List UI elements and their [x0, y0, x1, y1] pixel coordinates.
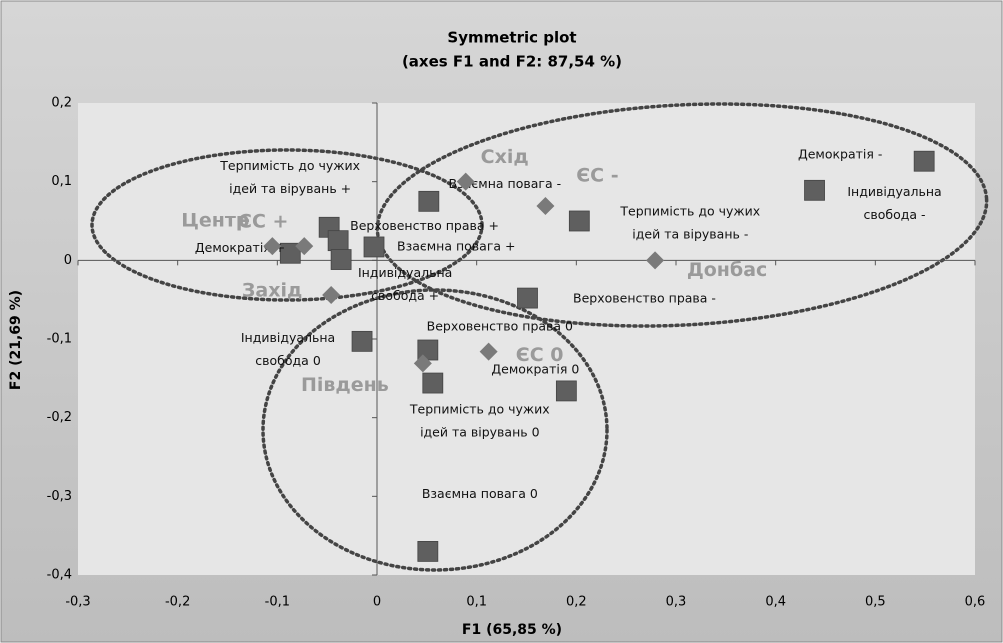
point-label: Індивідуальна [358, 265, 452, 280]
point-label: ЄС 0 [516, 344, 564, 366]
point-label: Терпимість до чужих [219, 158, 360, 173]
point-label: ідей та вірувань - [632, 227, 748, 242]
point-label: свобода - [864, 207, 926, 222]
point-label: Демократія + [195, 240, 285, 255]
point-label: Південь [301, 374, 389, 396]
point [479, 342, 498, 361]
x-tick-label: 0,3 [666, 595, 687, 610]
point-label: ЄС + [238, 211, 288, 233]
y-tick-label: 0 [64, 253, 72, 268]
x-tick-label: -0,1 [265, 595, 290, 610]
ellipse [261, 288, 609, 572]
point-label: Взаємна повага - [449, 176, 562, 191]
ellipse [375, 102, 989, 328]
point-label: Верховенство права - [573, 291, 716, 306]
x-tick-label: -0,3 [65, 595, 90, 610]
y-tick-label: -0,1 [47, 332, 72, 347]
point [330, 249, 352, 270]
point-label: Центр [181, 210, 249, 232]
point-label: Донбас [687, 259, 767, 281]
cluster-ellipses [90, 102, 989, 572]
point-label: ідей та вірувань 0 [420, 425, 540, 440]
chart-subtitle: (axes F1 and F2: 87,54 %) [402, 53, 622, 71]
point [322, 285, 341, 304]
x-tick-label: 0,1 [466, 595, 487, 610]
x-tick-label: 0 [373, 595, 381, 610]
x-tick-label: -0,2 [165, 595, 190, 610]
x-tick-label: 0,4 [765, 595, 786, 610]
point [422, 372, 444, 394]
point [413, 354, 432, 373]
point-label: Індивідуальна [241, 330, 335, 345]
point [517, 287, 538, 309]
y-tick-label: 0,1 [51, 174, 72, 189]
point [536, 197, 555, 216]
point [327, 230, 349, 252]
point [263, 237, 282, 256]
point [279, 242, 301, 264]
point-label: свобода 0 [255, 353, 321, 368]
y-tick-label: -0,3 [47, 489, 72, 504]
point [804, 179, 825, 201]
x-tick-label: 0,6 [965, 595, 986, 610]
point-label: ідей та вірувань + [229, 181, 351, 196]
y-tick-label: -0,4 [47, 568, 72, 583]
y-axis-title: F2 (21,69 %) [8, 290, 24, 390]
point [351, 330, 373, 352]
point-label: свобода + [371, 288, 439, 303]
point [363, 236, 385, 258]
point-label: Взаємна повага + [397, 238, 516, 253]
point [418, 190, 440, 212]
point [646, 251, 665, 270]
point-label: Індивідуальна [847, 184, 941, 199]
point-label: Терпимість до чужих [619, 204, 760, 219]
point-label: Схід [481, 146, 529, 168]
point-label: ЄС - [576, 165, 618, 187]
point-label: Демократія 0 [491, 361, 579, 376]
point-label: Захід [242, 279, 302, 301]
chart-title: Symmetric plot [447, 29, 576, 47]
point [555, 380, 577, 402]
y-tick-label: -0,2 [47, 410, 72, 425]
point [568, 210, 590, 232]
x-tick-label: 0,2 [566, 595, 587, 610]
point [417, 541, 439, 562]
ellipse [90, 148, 484, 302]
point [295, 237, 314, 256]
point [913, 150, 935, 172]
x-tick-label: 0,5 [865, 595, 886, 610]
point-label: Взаємна повага 0 [422, 486, 538, 501]
point-label: Демократія - [798, 147, 882, 162]
point-label: Верховенство права + [350, 218, 499, 233]
y-tick-label: 0,2 [51, 96, 72, 111]
plot-area [78, 103, 975, 575]
point [456, 172, 475, 191]
point-label: Терпимість до чужих [409, 402, 550, 417]
point-label: Верховенство права 0 [427, 319, 573, 334]
x-axis-title: F1 (65,85 %) [462, 622, 562, 638]
